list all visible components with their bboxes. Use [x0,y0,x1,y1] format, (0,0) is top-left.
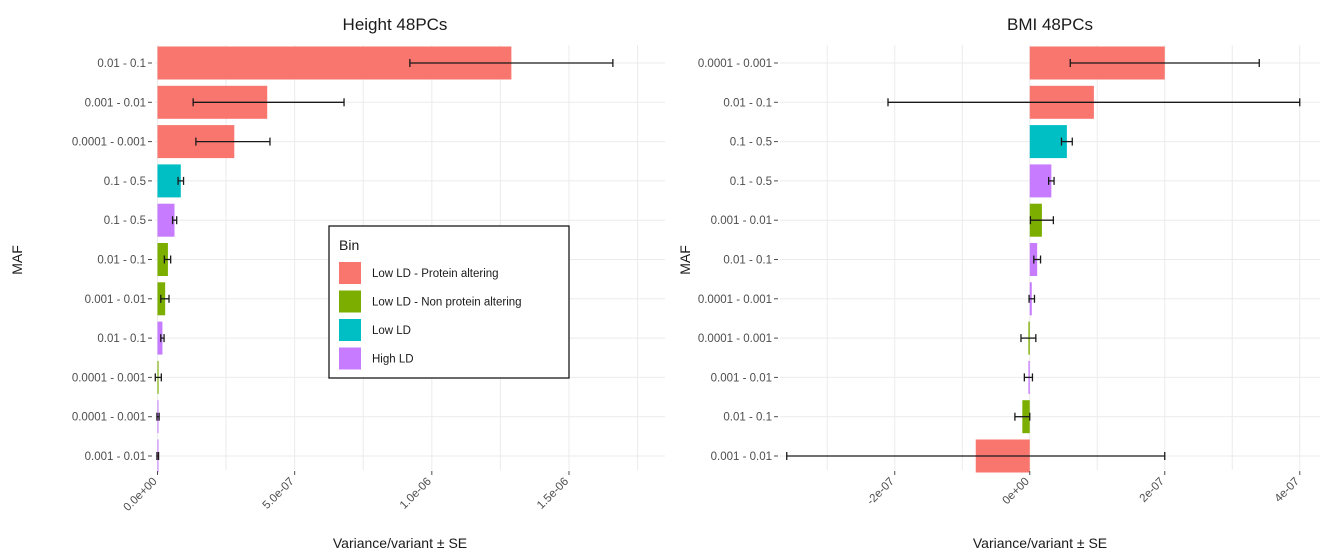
y-tick-label: 0.001 - 0.01 [85,97,146,109]
y-tick-label: 0.001 - 0.01 [85,294,146,306]
legend-label: Low LD - Non protein altering [372,297,522,309]
y-tick-label: 0.01 - 0.1 [723,97,772,109]
bar [1029,125,1067,159]
y-tick-label: 0.0001 - 0.001 [698,58,772,70]
bar [157,164,181,198]
x-tick-label: 1.0e-06 [398,476,434,512]
legend-title: Bin [339,237,359,253]
bmi-panel: BMI 48PCs 0.0001 - 0.001 0.01 - 0.1 0.1 - 0… [677,15,1320,551]
x-tick-label: 5.0e-07 [261,476,297,512]
y-tick-label: 0.0001 - 0.001 [72,412,146,424]
chart-title: BMI 48PCs [1007,15,1093,34]
legend-swatch [339,347,361,370]
y-tick-label: 0.001 - 0.01 [711,372,772,384]
height-panel: Height 48PCs 0.01 - 0.1 0.001 - 0.01 0.0001… [9,15,665,551]
y-tick-label: 0.1 - 0.5 [104,176,146,188]
legend-label: Low LD - Protein altering [372,268,499,280]
legend-box [328,225,570,379]
legend-swatch [339,262,361,284]
y-tick-label: 0.0001 - 0.001 [72,372,146,384]
x-axis-label: Variance/variant ± SE [973,535,1107,551]
x-tick-label: 1.5e-06 [535,476,571,512]
y-tick-label: 0.01 - 0.1 [723,255,772,267]
legend-swatch [339,290,361,313]
legend-label: High LD [372,354,414,366]
y-axis-label: MAF [677,245,693,275]
y-tick-label: 0.0001 - 0.001 [72,137,146,149]
legend-swatch [339,319,361,341]
y-tick-label: 0.1 - 0.5 [104,215,146,227]
y-tick-label: 0.001 - 0.01 [711,215,772,227]
y-tick-label: 0.01 - 0.1 [723,412,772,424]
y-tick-label: 0.01 - 0.1 [97,333,146,345]
y-tick-label: 0.01 - 0.1 [97,255,146,267]
y-axis-label: MAF [9,245,25,275]
chart-title: Height 48PCs [343,15,448,34]
x-tick-label: 2e-07 [1138,476,1167,505]
y-tick-label: 0.1 - 0.5 [730,176,772,188]
x-tick-label: 0e+00 [1001,476,1032,507]
bar [157,243,168,276]
bar [157,203,175,237]
x-tick-label: 0.0e+00 [122,476,160,514]
y-tick-label: 0.0001 - 0.001 [698,294,772,306]
legend-label: Low LD [372,325,411,337]
y-tick-label: 0.1 - 0.5 [730,137,772,149]
x-tick-label: 4e-07 [1273,476,1302,505]
y-tick-label: 0.001 - 0.01 [711,451,772,463]
y-tick-label: 0.001 - 0.01 [85,451,146,463]
x-tick-label: -2e-07 [865,476,897,508]
bar [157,321,163,355]
x-axis-label: Variance/variant ± SE [333,535,467,551]
bar [1029,164,1052,198]
y-tick-label: 0.01 - 0.1 [97,58,146,70]
y-tick-label: 0.0001 - 0.001 [698,333,772,345]
